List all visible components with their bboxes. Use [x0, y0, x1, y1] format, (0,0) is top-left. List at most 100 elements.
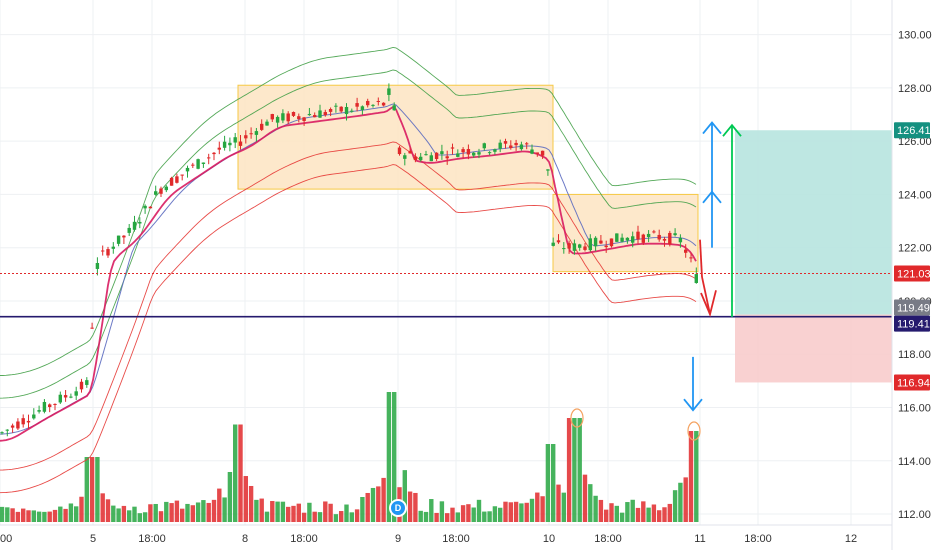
candle-body [371, 104, 375, 106]
candle-body [408, 150, 412, 154]
volume-bar [132, 506, 137, 522]
volume-bar [439, 501, 445, 522]
candle-body [58, 394, 62, 403]
price-tag [894, 265, 930, 282]
volume-bar [662, 507, 667, 522]
y-tick-label: 128.00 [898, 83, 932, 95]
candle-body [456, 153, 460, 157]
candle-body [588, 238, 592, 251]
candle-body [694, 274, 698, 283]
candle-body [381, 102, 386, 106]
volume-bar [58, 506, 63, 522]
volume-bar [15, 511, 21, 522]
volume-bar [466, 504, 471, 522]
volume-bar [360, 496, 365, 522]
volume-bar [524, 502, 529, 522]
candle-body [440, 151, 444, 155]
consolidation-box [237, 84, 554, 190]
volume-bar [498, 507, 503, 522]
candle-body [116, 235, 121, 244]
volume-peak-marker [570, 408, 584, 428]
volume-bar [36, 511, 42, 522]
volume-bar [407, 491, 413, 522]
candle-body [32, 414, 36, 419]
candle-body [662, 238, 667, 241]
volume-bar [31, 510, 36, 522]
volume-bar [577, 418, 582, 522]
volume-bar [296, 503, 301, 522]
volume-bar [476, 499, 482, 522]
candle-body [180, 174, 184, 176]
position-zones [735, 130, 892, 383]
candle-body [503, 141, 508, 144]
candle-body [111, 246, 115, 249]
volume-bar [74, 506, 79, 522]
volume-bar [609, 503, 614, 522]
candle-body [281, 113, 285, 121]
candle-body [366, 100, 370, 106]
volume-bar [100, 493, 105, 522]
volume-bar [211, 499, 217, 522]
candle-body [42, 401, 47, 412]
x-tick-label: 11 [694, 533, 705, 545]
volume-bar [641, 501, 646, 522]
candle-body [286, 113, 290, 122]
price-tag-label: 119.49 [897, 303, 930, 315]
candle-body [164, 186, 168, 191]
candle-body [673, 233, 677, 236]
volume-bar [582, 474, 588, 522]
volume-bar [672, 490, 678, 522]
volume-bar [201, 500, 206, 522]
target-zone [735, 130, 892, 315]
candle-body [207, 157, 211, 159]
candle-body [413, 156, 418, 161]
candle-body [297, 116, 301, 120]
candle-body [419, 156, 423, 161]
volume-bar [386, 392, 392, 522]
candle-body [578, 244, 582, 248]
candle-body [567, 243, 571, 249]
volume-bar [593, 495, 598, 522]
volume-bar [450, 507, 455, 522]
volume-bar [21, 508, 26, 522]
volume-bar [392, 392, 397, 522]
volume-bar [455, 512, 460, 522]
candle-body [450, 147, 455, 149]
price-tag [894, 122, 930, 139]
candle-body [95, 263, 100, 269]
candle-body [403, 155, 407, 159]
volume-bar [566, 418, 572, 522]
volume-bar [259, 498, 264, 522]
candle-body [63, 395, 68, 398]
candle-body [222, 141, 227, 148]
candle-body [344, 106, 349, 115]
volume-bar [694, 431, 699, 522]
price-axis: 130.00128.00126.00124.00122.00120.00118.… [891, 0, 932, 550]
volume-bar [0, 506, 5, 522]
volume-bar [487, 511, 492, 522]
candle-body [615, 233, 619, 242]
volume-bar [158, 511, 164, 522]
x-tick-label: 5 [90, 533, 96, 545]
volume-bar [413, 492, 418, 522]
candle-body [217, 147, 221, 150]
volume-bar [381, 477, 386, 522]
volume-bar [5, 507, 10, 522]
candle-body [69, 396, 73, 398]
volume-bar [227, 471, 233, 522]
envelope-upper-inner [0, 69, 697, 399]
x-tick-label: 10 [543, 533, 555, 545]
volume-bar [418, 510, 423, 522]
arrow-red-stem [699, 239, 703, 278]
candle-body [355, 103, 359, 107]
volume-bar [551, 444, 556, 522]
volume-bar [683, 477, 688, 522]
volume-bar [646, 507, 651, 522]
volume-bar [206, 502, 211, 522]
volume-bar [519, 503, 524, 522]
candle-body [228, 142, 232, 146]
volume-bar [264, 511, 270, 522]
volume-bar [47, 511, 52, 522]
stop-zone [735, 314, 892, 383]
